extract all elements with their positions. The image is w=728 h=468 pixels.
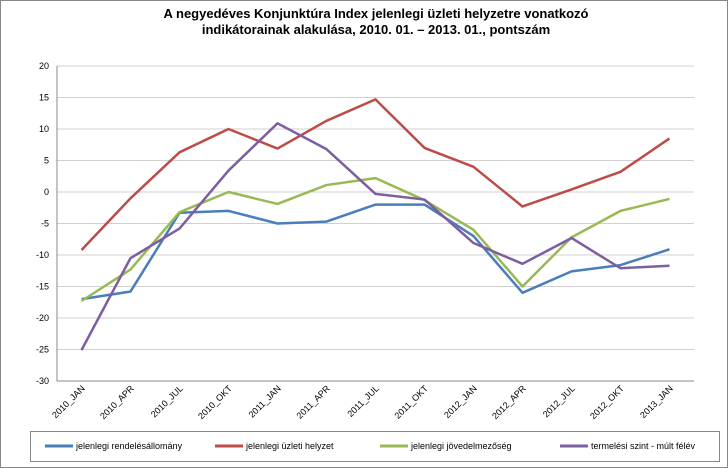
y-tick-label: 5 [44, 156, 49, 166]
legend-label: jelenlegi jövedelmezőség [410, 441, 512, 451]
y-tick-label: -5 [41, 219, 49, 229]
chart-title: indikátorainak alakulása, 2010. 01. – 20… [202, 22, 550, 37]
y-tick-label: -25 [36, 345, 49, 355]
legend-box [30, 431, 720, 462]
series-line [80, 98, 671, 251]
legend-label: termelési szint - múlt félév [591, 441, 696, 451]
legend-label: jelenlegi rendelésállomány [75, 441, 183, 451]
legend-label: jelenlegi üzleti helyzet [245, 441, 334, 451]
y-tick-label: -30 [36, 376, 49, 386]
chart-title: A negyedéves Konjunktúra Index jelenlegi… [163, 6, 588, 21]
y-tick-label: -10 [36, 250, 49, 260]
y-tick-label: 0 [44, 187, 49, 197]
y-tick-label: 10 [39, 124, 49, 134]
y-tick-label: 15 [39, 93, 49, 103]
y-tick-label: -15 [36, 282, 49, 292]
y-tick-label: -20 [36, 313, 49, 323]
series-line [80, 122, 670, 351]
y-tick-label: 20 [39, 61, 49, 71]
